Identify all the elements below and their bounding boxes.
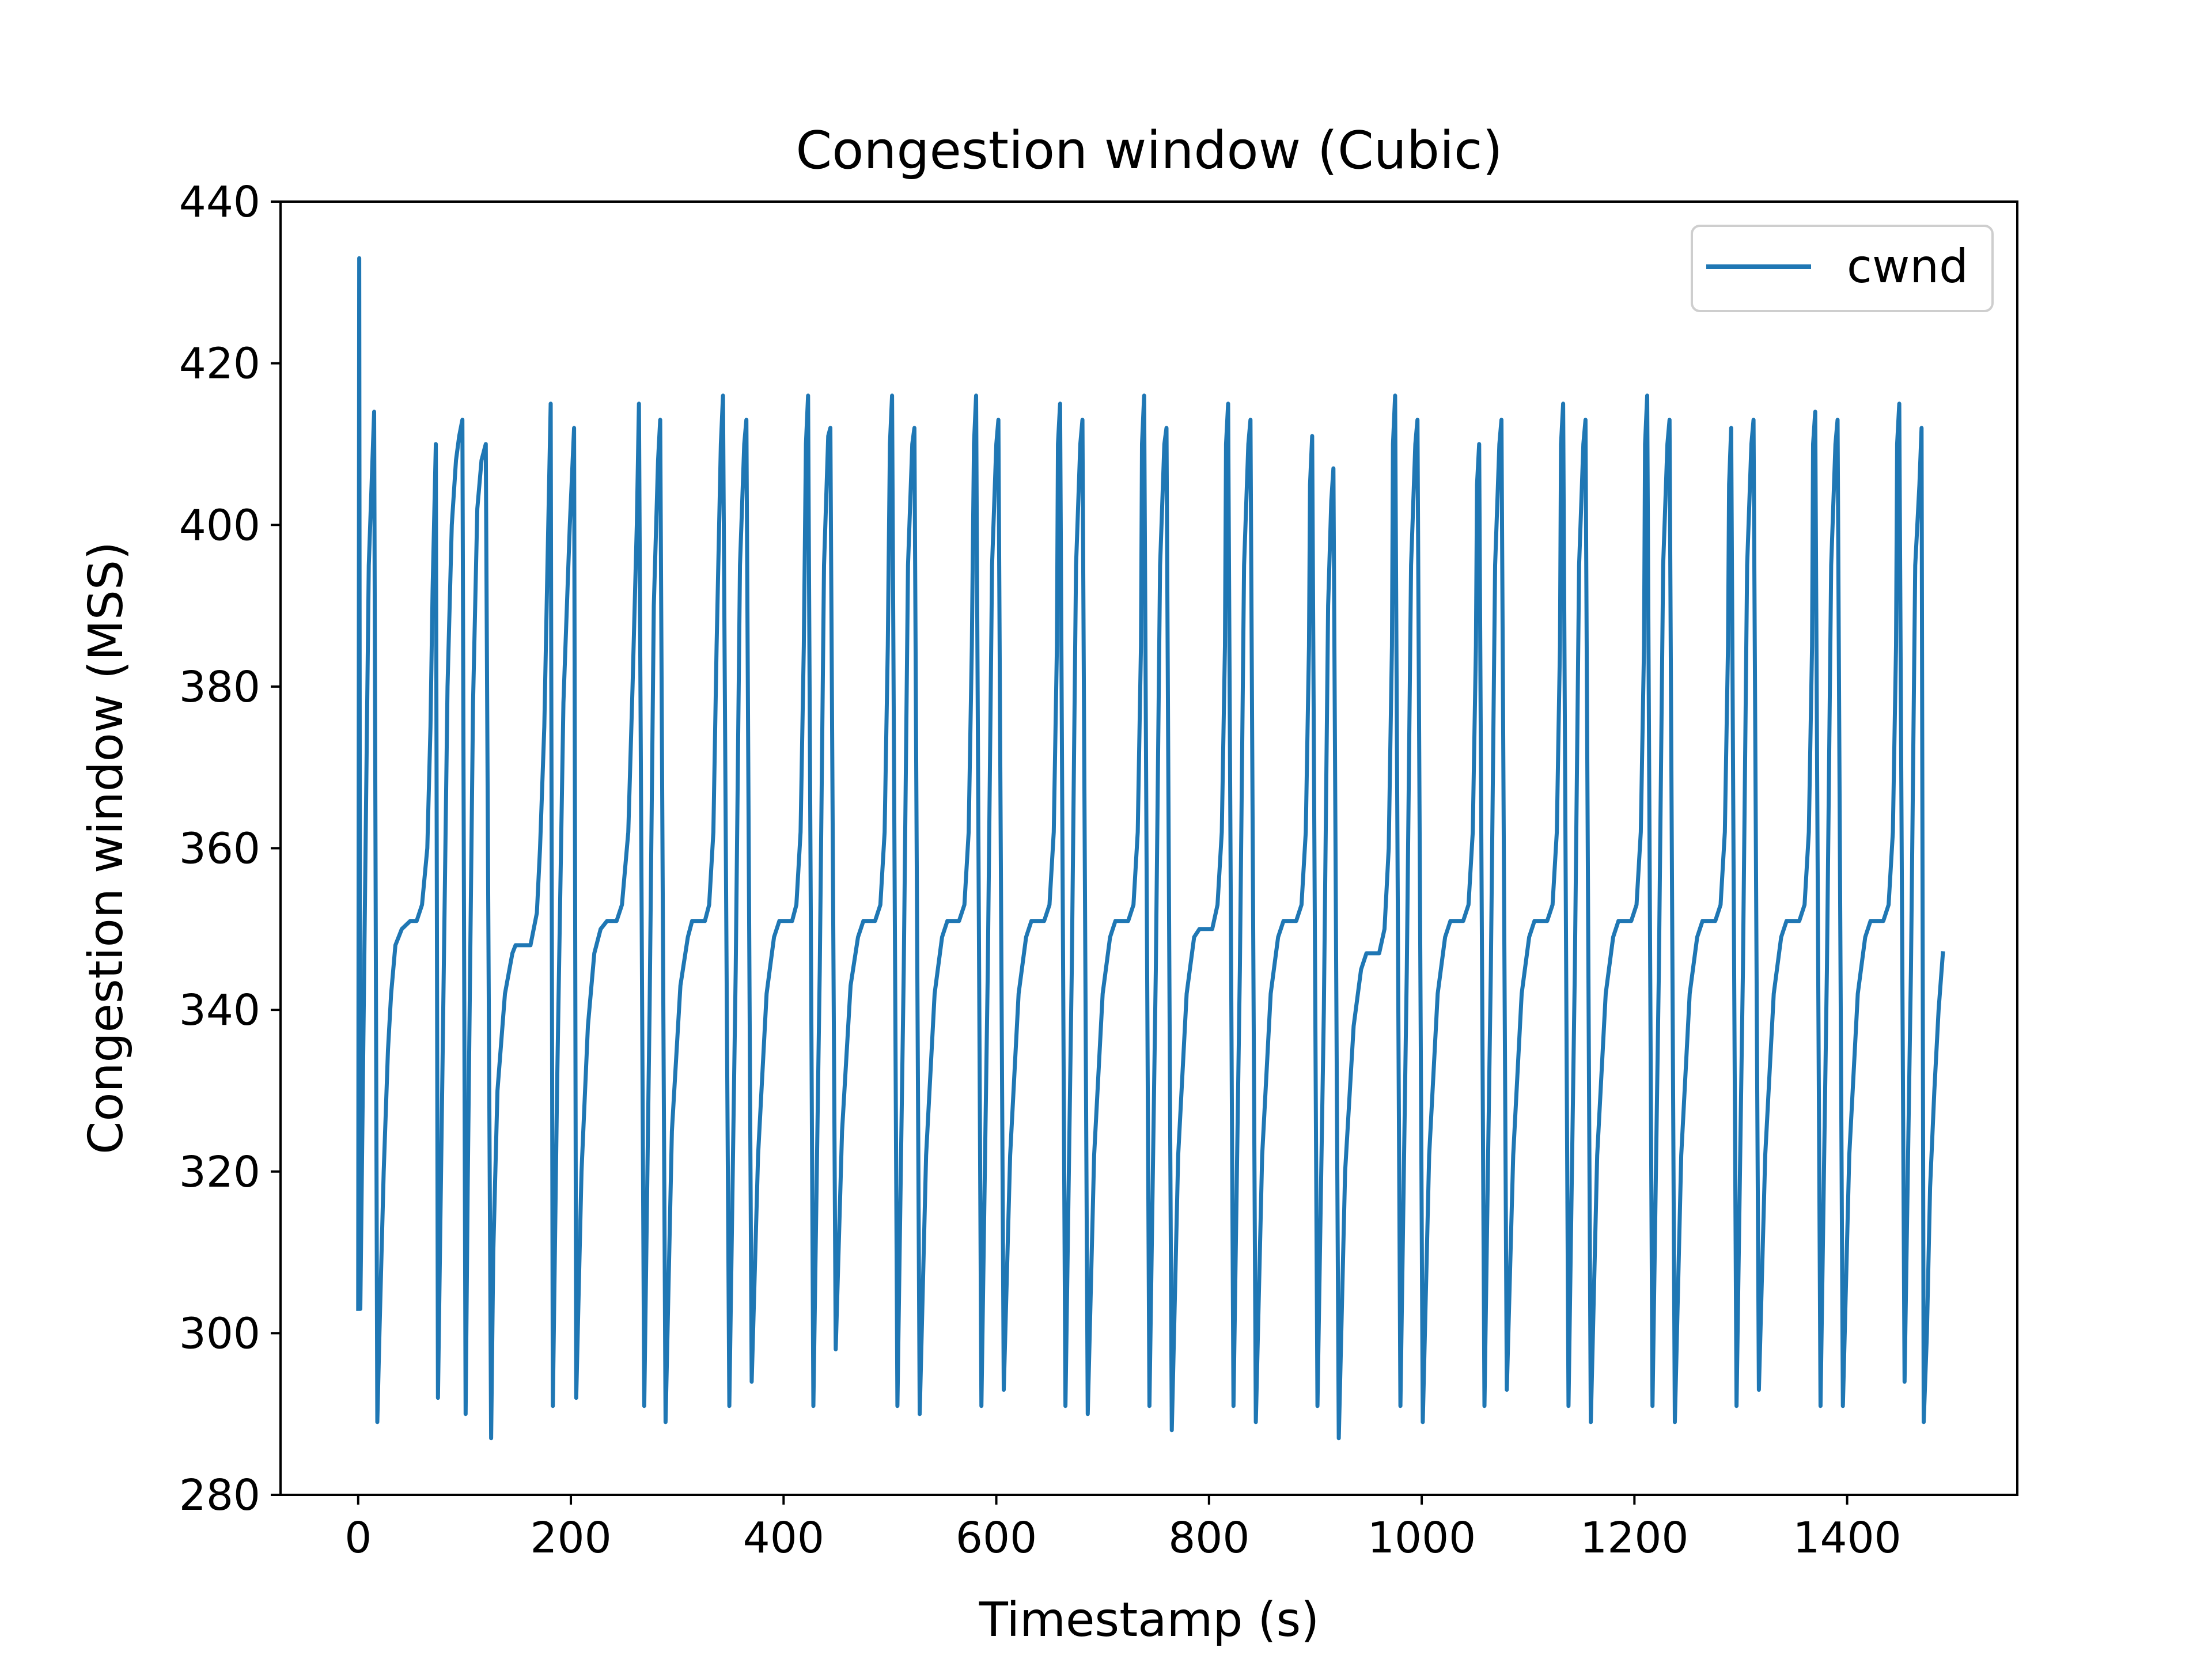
series-layer xyxy=(356,256,1945,1441)
chart-title: Congestion window (Cubic) xyxy=(796,120,1502,181)
legend-box xyxy=(1691,225,1994,312)
y-tick-label: 440 xyxy=(179,177,260,227)
y-tick-label: 340 xyxy=(179,986,260,1035)
x-tick-label: 1000 xyxy=(1368,1513,1476,1563)
y-tick-label: 300 xyxy=(179,1309,260,1358)
y-tick-label: 320 xyxy=(179,1147,260,1197)
x-tick-label: 1200 xyxy=(1580,1513,1688,1563)
y-tick-label: 380 xyxy=(179,662,260,712)
y-axis: 280 300 320 340 360 380 400 420 440 xyxy=(179,177,281,1520)
x-axis: 0 200 400 600 800 1000 1200 1400 xyxy=(344,1495,1902,1563)
x-tick-label: 200 xyxy=(530,1513,611,1563)
legend-label-cwnd: cwnd xyxy=(1847,240,1968,293)
x-tick-label: 400 xyxy=(743,1513,824,1563)
y-tick-label: 360 xyxy=(179,824,260,874)
y-tick-label: 280 xyxy=(179,1471,260,1520)
y-tick-label: 400 xyxy=(179,501,260,550)
x-axis-label: Timestamp (s) xyxy=(979,1593,1320,1647)
series-line-cwnd xyxy=(356,256,1945,1441)
legend: cwnd xyxy=(1691,225,1994,312)
y-tick-label: 420 xyxy=(179,339,260,389)
y-axis-label: Congestion window (MSS) xyxy=(79,541,134,1154)
x-tick-label: 800 xyxy=(1168,1513,1249,1563)
x-tick-label: 1400 xyxy=(1793,1513,1901,1563)
x-tick-label: 0 xyxy=(344,1513,372,1563)
x-tick-label: 600 xyxy=(956,1513,1037,1563)
plot-area xyxy=(279,200,2018,1496)
